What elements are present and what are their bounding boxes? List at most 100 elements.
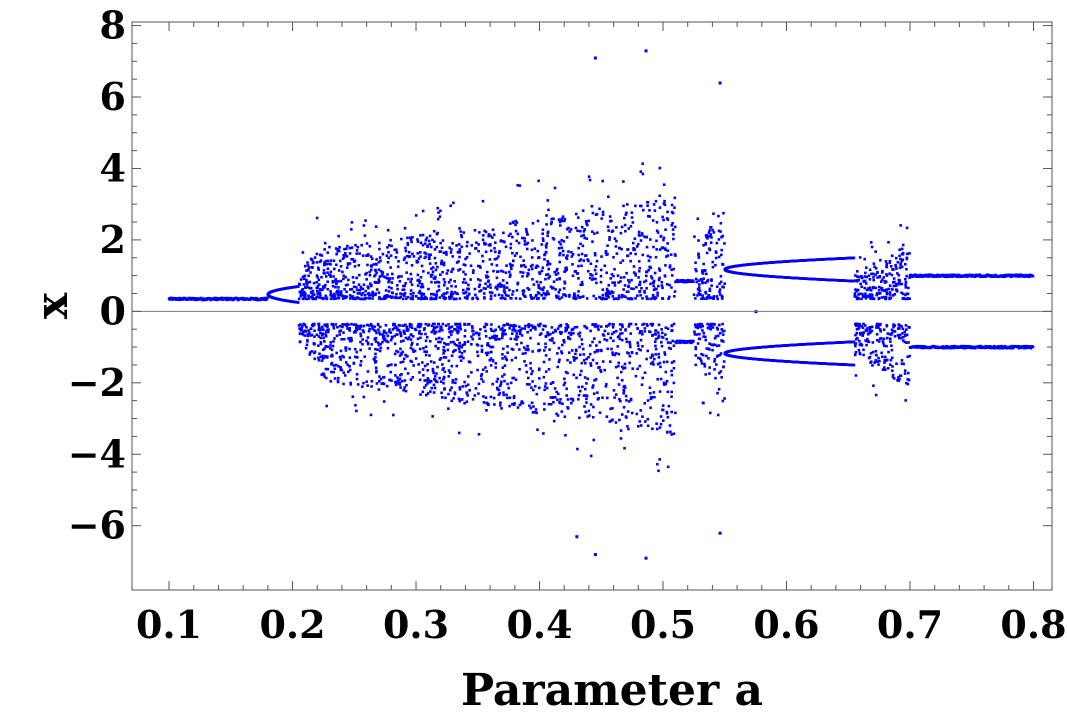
data-point: [525, 274, 529, 278]
data-point: [326, 345, 330, 349]
data-point: [330, 370, 333, 374]
data-point: [393, 248, 397, 252]
data-point: [386, 246, 389, 249]
data-point: [557, 360, 561, 364]
data-point: [447, 327, 451, 331]
data-point: [893, 280, 896, 284]
data-point: [492, 396, 496, 400]
data-point: [434, 297, 437, 301]
data-point: [387, 250, 390, 254]
data-point: [893, 292, 896, 296]
data-point: [635, 412, 639, 416]
data-point: [437, 285, 441, 288]
data-point: [647, 259, 651, 263]
data-point: [674, 411, 677, 415]
data-point: [527, 268, 531, 272]
data-point: [344, 361, 348, 364]
data-point: [427, 287, 430, 291]
data-point: [371, 292, 375, 295]
data-point: [697, 252, 700, 256]
data-point: [507, 234, 511, 238]
data-point: [326, 328, 329, 332]
data-point: [547, 333, 551, 336]
data-point: [360, 293, 364, 297]
data-point: [406, 337, 410, 341]
data-point: [608, 292, 611, 296]
data-point: [348, 356, 352, 359]
data-point: [501, 366, 505, 369]
data-point: [390, 363, 393, 366]
data-point: [448, 330, 451, 334]
data-point: [700, 323, 703, 326]
data-point: [319, 287, 322, 291]
data-point: [403, 386, 406, 389]
data-point: [422, 270, 425, 273]
data-point: [452, 340, 455, 344]
data-point: [491, 345, 495, 349]
data-point: [432, 391, 436, 394]
data-point: [561, 249, 565, 253]
data-point: [434, 344, 437, 348]
data-point: [864, 266, 868, 269]
data-point: [479, 374, 483, 378]
data-point: [653, 297, 657, 301]
data-point: [874, 250, 877, 253]
data-point: [661, 331, 664, 335]
data-point: [556, 352, 559, 355]
data-point: [560, 351, 564, 355]
data-point: [335, 334, 339, 338]
data-point: [547, 267, 551, 271]
data-point: [710, 284, 713, 287]
data-point: [450, 354, 454, 358]
data-point: [506, 351, 509, 355]
data-point: [878, 291, 882, 295]
data-point: [303, 296, 306, 300]
data-point: [480, 348, 484, 352]
data-point: [376, 323, 380, 327]
data-point: [300, 326, 304, 330]
data-point: [341, 270, 344, 274]
data-point: [888, 284, 892, 287]
data-point: [897, 273, 901, 277]
data-point: [354, 285, 358, 289]
data-point: [483, 243, 487, 246]
data-point: [855, 289, 858, 293]
data-point: [659, 422, 663, 426]
data-point: [391, 291, 394, 294]
data-point: [556, 327, 560, 330]
data-point: [499, 296, 503, 300]
data-point: [701, 329, 704, 332]
data-point: [498, 384, 502, 388]
data-point: [437, 288, 441, 292]
data-point: [520, 334, 524, 337]
data-point: [891, 373, 895, 377]
data-point: [628, 343, 632, 346]
data-point: [447, 359, 451, 363]
data-point: [324, 275, 328, 278]
data-point: [329, 344, 332, 347]
data-point: [458, 344, 462, 348]
data-point: [613, 237, 617, 240]
data-point: [900, 359, 904, 362]
data-point: [856, 270, 859, 273]
data-point: [638, 283, 642, 287]
data-point: [865, 343, 868, 347]
data-point: [899, 224, 902, 227]
data-point: [654, 353, 657, 356]
data-point: [345, 290, 348, 294]
data-point: [612, 297, 616, 301]
data-point: [575, 325, 579, 329]
data-point: [481, 199, 485, 203]
data-point: [573, 294, 576, 298]
data-point: [604, 250, 608, 253]
data-point: [296, 301, 300, 304]
data-point: [516, 406, 520, 409]
data-point: [404, 281, 407, 285]
data-point: [1000, 344, 1003, 348]
data-point: [569, 397, 573, 401]
data-point: [467, 375, 470, 378]
data-point: [480, 373, 484, 376]
data-point: [416, 252, 420, 255]
data-point: [326, 251, 330, 255]
data-point: [530, 248, 534, 252]
